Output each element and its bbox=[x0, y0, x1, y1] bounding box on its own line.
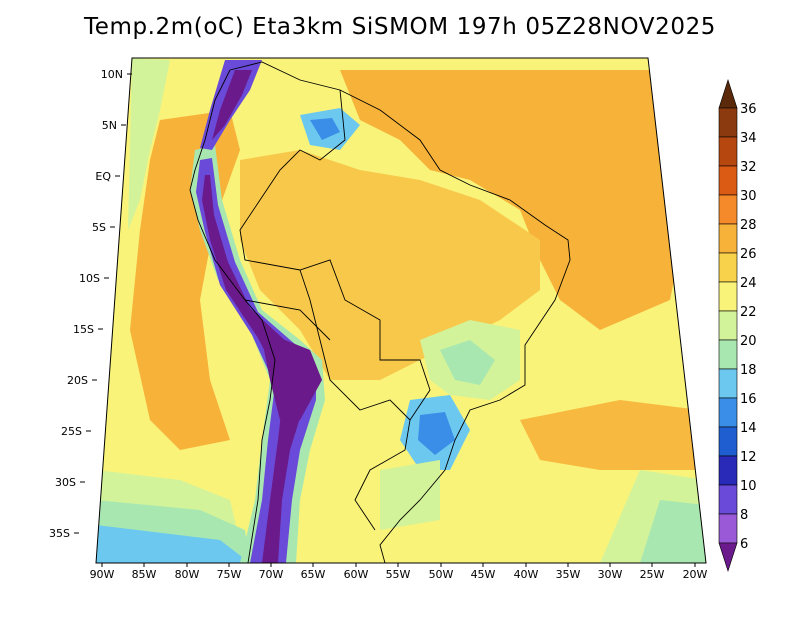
lat-label: 5N bbox=[102, 119, 117, 132]
colorbar-segment bbox=[718, 339, 738, 370]
lon-label: 90W bbox=[90, 568, 115, 581]
map-frame bbox=[95, 57, 707, 564]
colorbar-label: 8 bbox=[740, 508, 748, 523]
colorbar-label: 24 bbox=[740, 276, 757, 291]
lon-label: 25W bbox=[640, 568, 665, 581]
colorbar-label: 36 bbox=[740, 102, 757, 117]
colorbar-segment bbox=[718, 397, 738, 428]
colorbar-segment bbox=[718, 484, 738, 515]
colorbar-label: 26 bbox=[740, 247, 757, 262]
country-borders bbox=[189, 61, 571, 564]
lon-label: 55W bbox=[386, 568, 411, 581]
colorbar-label: 32 bbox=[740, 160, 757, 175]
colorbar-label: 12 bbox=[740, 450, 757, 465]
lat-label: 30S bbox=[55, 476, 76, 489]
colorbar-label: 16 bbox=[740, 392, 757, 407]
colorbar-label: 14 bbox=[740, 421, 757, 436]
lat-label: 15S bbox=[73, 323, 94, 336]
lon-label: 60W bbox=[344, 568, 369, 581]
colorbar-label: 18 bbox=[740, 363, 757, 378]
colorbar-segment bbox=[718, 107, 738, 138]
colorbar: 36 34 32 30 28 26 24 22 20 18 16 14 12 10 8 6 bbox=[718, 79, 757, 572]
lon-label: 30W bbox=[598, 568, 623, 581]
lat-label: 5S bbox=[92, 221, 106, 234]
map-title: Temp.2m(oC) Eta3km SiSMOM 197h 05Z28NOV2… bbox=[83, 14, 717, 40]
colorbar-label: 34 bbox=[740, 131, 757, 146]
colorbar-label: 20 bbox=[740, 334, 757, 349]
colorbar-segment bbox=[718, 194, 738, 225]
colorbar-arrow-top bbox=[718, 79, 738, 109]
colorbar-arrow-bottom bbox=[718, 542, 738, 572]
lon-label: 85W bbox=[132, 568, 157, 581]
lat-label: 25S bbox=[61, 425, 82, 438]
lon-label: 45W bbox=[471, 568, 496, 581]
lon-label: 40W bbox=[514, 568, 539, 581]
colorbar-segment bbox=[718, 368, 738, 399]
colorbar-segment bbox=[718, 223, 738, 254]
colorbar-label: 6 bbox=[740, 537, 748, 552]
lat-label: 20S bbox=[67, 374, 88, 387]
colorbar-label: 22 bbox=[740, 305, 757, 320]
longitude-axis: 90W 85W 80W 75W 70W 65W 60W 55W 50W 45W … bbox=[90, 563, 708, 581]
lat-label: 10N bbox=[101, 68, 123, 81]
lon-label: 50W bbox=[429, 568, 454, 581]
lat-label: EQ bbox=[95, 170, 111, 183]
lon-label: 75W bbox=[217, 568, 242, 581]
colorbar-label: 30 bbox=[740, 189, 757, 204]
lat-label: 35S bbox=[49, 527, 70, 540]
temperature-field bbox=[96, 58, 706, 563]
colorbar-segment bbox=[718, 281, 738, 312]
lon-label: 35W bbox=[556, 568, 581, 581]
lon-label: 20W bbox=[683, 568, 708, 581]
lat-label: 10S bbox=[79, 272, 100, 285]
lon-label: 65W bbox=[301, 568, 326, 581]
lon-label: 70W bbox=[259, 568, 284, 581]
colorbar-segment bbox=[718, 165, 738, 196]
colorbar-segment bbox=[718, 136, 738, 167]
colorbar-segment bbox=[718, 513, 738, 544]
colorbar-label: 28 bbox=[740, 218, 757, 233]
latitude-axis: 10N 5N EQ 5S 10S 15S 20S 25S 30S 35S bbox=[49, 68, 132, 540]
colorbar-label: 10 bbox=[740, 479, 757, 494]
colorbar-segment bbox=[718, 455, 738, 486]
lon-label: 80W bbox=[175, 568, 200, 581]
colorbar-segment bbox=[718, 252, 738, 283]
colorbar-segment bbox=[718, 426, 738, 457]
colorbar-segment bbox=[718, 310, 738, 341]
